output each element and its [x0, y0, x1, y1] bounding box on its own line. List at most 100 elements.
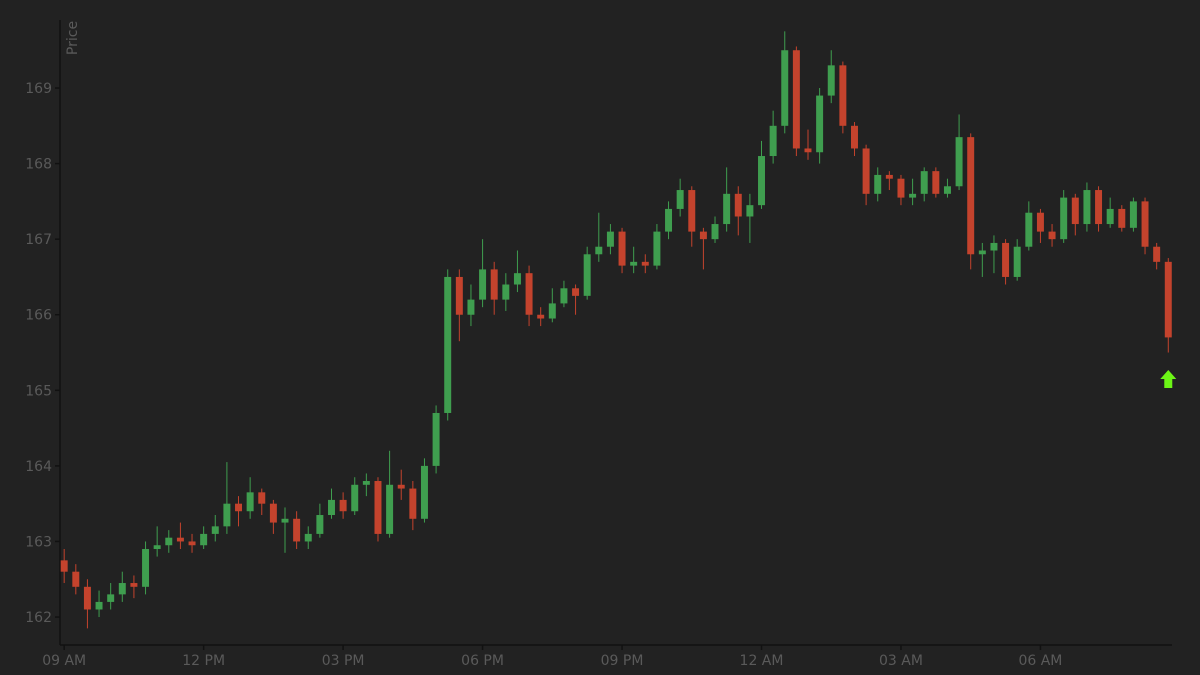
candle-body: [1025, 212, 1033, 247]
candle-body: [188, 541, 196, 546]
candle-body: [909, 193, 917, 198]
candle-body: [200, 533, 208, 546]
x-tick-label: 12 PM: [182, 653, 225, 669]
y-tick-label: 162: [25, 610, 52, 626]
candle-body: [1118, 208, 1126, 228]
candle-body: [1002, 242, 1010, 277]
candle-body: [83, 586, 91, 610]
candle-body: [444, 276, 452, 413]
x-tick-label: 12 AM: [740, 653, 784, 669]
candle-body: [746, 205, 754, 217]
candle-body: [72, 571, 80, 587]
candle-body: [688, 190, 696, 232]
candle-body: [676, 190, 684, 209]
candle-body: [572, 288, 580, 296]
candle-body: [420, 465, 428, 519]
candle-body: [467, 299, 475, 315]
y-axis-label: Price: [65, 21, 81, 55]
candle-body: [235, 503, 243, 512]
candle-body: [850, 125, 858, 149]
y-tick-label: 165: [25, 383, 52, 399]
x-tick-label: 09 PM: [601, 653, 644, 669]
candle-body: [653, 231, 661, 266]
candle-body: [1083, 190, 1091, 225]
candle-body: [1036, 212, 1044, 232]
candle-body: [118, 583, 126, 595]
candle-body: [386, 484, 394, 534]
candle-body: [839, 65, 847, 126]
candle-body: [397, 484, 405, 489]
candle-body: [1153, 246, 1161, 262]
x-tick-label: 03 AM: [879, 653, 923, 669]
candle-body: [816, 95, 824, 153]
candle-body: [223, 503, 231, 527]
candle-body: [827, 65, 835, 96]
candle-body: [699, 231, 707, 240]
candle-body: [967, 137, 975, 255]
y-tick-label: 163: [25, 534, 52, 550]
candle-body: [455, 276, 463, 315]
candle-body: [1013, 246, 1021, 277]
candle-body: [618, 231, 626, 266]
y-tick-label: 168: [25, 157, 52, 173]
candle-body: [560, 288, 568, 304]
candle-body: [153, 545, 161, 550]
candle-body: [142, 549, 150, 587]
candle-body: [525, 273, 533, 315]
candle-body: [490, 269, 498, 300]
y-tick-label: 164: [25, 459, 52, 475]
candle-body: [665, 208, 673, 232]
candle-body: [943, 186, 951, 194]
candle-body: [978, 250, 986, 255]
candle-body: [1106, 208, 1114, 225]
candle-body: [328, 499, 335, 516]
candle-body: [734, 193, 742, 217]
candle-body: [990, 242, 998, 251]
candle-body: [1048, 231, 1056, 240]
candle-body: [502, 284, 510, 300]
candle-body: [374, 481, 382, 534]
candle-body: [246, 492, 254, 512]
candle-body: [362, 481, 370, 485]
candle-body: [1060, 197, 1068, 240]
candle-body: [932, 171, 940, 194]
candle-body: [711, 224, 719, 240]
candle-body: [281, 518, 289, 523]
candle-body: [595, 246, 603, 255]
candle-body: [339, 499, 347, 512]
x-tick-label: 06 AM: [1018, 653, 1062, 669]
candle-body: [885, 174, 893, 179]
candle-body: [548, 303, 556, 319]
candle-body: [409, 488, 417, 519]
candle-body: [897, 178, 905, 198]
candle-body: [1095, 190, 1103, 225]
candle-body: [269, 503, 277, 523]
candle-body: [479, 269, 487, 300]
candle-body: [792, 50, 800, 149]
candle-body: [60, 560, 68, 572]
candle-body: [758, 156, 765, 206]
candle-body: [176, 537, 184, 542]
candle-body: [920, 171, 928, 194]
candle-body: [107, 594, 115, 602]
candle-body: [641, 261, 649, 266]
candle-body: [316, 515, 324, 534]
candle-body: [304, 533, 312, 542]
candle-body: [630, 261, 638, 266]
y-tick-label: 166: [25, 308, 52, 324]
signal-arrow: [1160, 369, 1177, 388]
candle-body: [537, 314, 545, 319]
candle-body: [583, 254, 591, 296]
candle-body: [1129, 201, 1137, 228]
candle-body: [130, 583, 138, 587]
candle-body: [804, 148, 812, 153]
y-tick-label: 167: [25, 232, 52, 248]
x-tick-label: 09 AM: [42, 653, 86, 669]
candle-body: [432, 412, 440, 466]
x-tick-label: 03 PM: [322, 653, 365, 669]
candle-body: [293, 518, 301, 542]
candle-body: [1071, 197, 1079, 225]
candle-body: [723, 193, 731, 225]
